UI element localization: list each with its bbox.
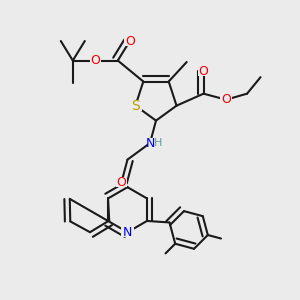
FancyBboxPatch shape	[124, 36, 136, 46]
Text: N: N	[123, 226, 132, 239]
Text: O: O	[117, 176, 126, 189]
Text: O: O	[125, 34, 135, 47]
FancyBboxPatch shape	[116, 177, 127, 187]
Text: O: O	[90, 54, 100, 67]
Text: N: N	[145, 136, 155, 150]
FancyBboxPatch shape	[198, 66, 209, 76]
FancyBboxPatch shape	[90, 56, 101, 65]
FancyBboxPatch shape	[121, 227, 134, 237]
FancyBboxPatch shape	[129, 100, 142, 111]
Text: S: S	[131, 99, 140, 113]
FancyBboxPatch shape	[148, 138, 163, 148]
Text: O: O	[221, 93, 231, 106]
FancyBboxPatch shape	[220, 95, 232, 104]
Text: H: H	[154, 138, 163, 148]
Text: O: O	[199, 65, 208, 78]
